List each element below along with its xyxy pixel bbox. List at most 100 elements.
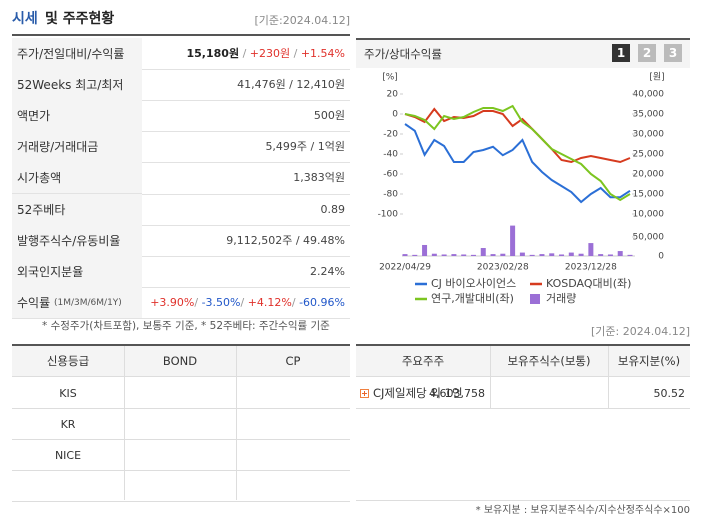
volume-bar bbox=[559, 254, 565, 256]
value-part: 5,499주 / 1억원 bbox=[265, 140, 345, 154]
row-line bbox=[142, 69, 350, 71]
holder-pct: 50.52 bbox=[653, 387, 686, 400]
row-label: 52Weeks 최고/최저 bbox=[17, 78, 124, 93]
value-part: +1.54% bbox=[300, 47, 345, 60]
row-label: 액면가 bbox=[17, 109, 51, 124]
chart-head bbox=[356, 40, 690, 68]
holder-shares: 4,603,758 bbox=[429, 387, 485, 400]
value-part: 1,383억원 bbox=[293, 171, 345, 185]
date: [기준:2024.04.12] bbox=[254, 14, 350, 27]
volume-bar bbox=[568, 252, 574, 256]
y2-tick-label: 10,000 bbox=[633, 210, 665, 220]
title-rest: 및 주주현황 bbox=[45, 11, 115, 27]
row-label: 거래량/거래대금 bbox=[17, 140, 99, 155]
holders-header: 보유지분(%) bbox=[617, 354, 681, 368]
y-tick-label: 20 bbox=[387, 90, 399, 100]
value-part: +4.12% bbox=[247, 295, 292, 309]
y2-tick-label: 35,000 bbox=[633, 110, 665, 120]
credit-header: CP bbox=[285, 354, 301, 368]
series-line bbox=[404, 104, 631, 202]
volume-bar bbox=[470, 254, 476, 256]
value-part: -60.96% bbox=[299, 295, 345, 309]
row-line bbox=[142, 131, 350, 133]
volume-bar bbox=[412, 254, 418, 256]
volume-bar bbox=[617, 251, 623, 256]
volume-bar bbox=[480, 248, 486, 256]
label-cell bbox=[12, 100, 142, 133]
y-tick-label: -80 bbox=[383, 190, 398, 200]
x-tick-label: 2023/02/28 bbox=[477, 263, 529, 273]
volume-tick-label: 50,000 bbox=[633, 233, 665, 243]
series-line bbox=[404, 123, 631, 204]
y-tick-label: -60 bbox=[383, 170, 398, 180]
y-unit: [%] bbox=[382, 73, 398, 83]
label-cell bbox=[12, 69, 142, 102]
volume-bar bbox=[461, 254, 467, 256]
volume-bar bbox=[588, 243, 594, 256]
row-value: 5,499주 / 1억원 bbox=[265, 141, 345, 152]
row-value: 15,180원 / +230원 / +1.54% bbox=[187, 48, 346, 59]
row-line bbox=[142, 100, 350, 102]
y2-tick-label: 20,000 bbox=[633, 170, 665, 180]
x-tick-label: 2022/04/29 bbox=[379, 263, 431, 273]
value-part: 41,476원 / 12,410원 bbox=[237, 78, 345, 92]
value-part: +230원 bbox=[249, 47, 291, 60]
value-part: -3.50% bbox=[201, 295, 241, 309]
value-part: 0.89 bbox=[320, 202, 346, 216]
value-part: / bbox=[194, 295, 202, 309]
volume-bar bbox=[422, 244, 428, 256]
chart-title: 주가/상대수익률 bbox=[364, 47, 442, 61]
row-label: 52주베타 bbox=[17, 202, 66, 217]
row-value: 41,476원 / 12,410원 bbox=[237, 79, 345, 90]
value-part: 15,180원 bbox=[186, 47, 240, 60]
row-line bbox=[356, 408, 690, 409]
row-label: 주가/전일대비/수익률 bbox=[17, 47, 125, 61]
row-value: 0.89 bbox=[321, 204, 346, 215]
y-tick-label: -40 bbox=[383, 150, 398, 160]
footnote: * 보유지분 : 보유지분주식수/지수산정주식수×100 bbox=[475, 505, 690, 516]
value-part: +3.90% bbox=[150, 295, 195, 309]
row-value: +3.90%/ -3.50%/ +4.12%/ -60.96% bbox=[150, 297, 345, 308]
chart-panel bbox=[356, 38, 690, 318]
holders-header: 보유주식수(보통) bbox=[507, 354, 591, 368]
credit-cell: KIS bbox=[59, 387, 77, 400]
row-value: 500원 bbox=[314, 110, 345, 121]
tab-button[interactable]: 2 bbox=[638, 44, 656, 62]
plus-icon[interactable] bbox=[360, 389, 369, 398]
value-part: 2.24% bbox=[310, 264, 345, 278]
tab-button[interactable]: 1 bbox=[612, 44, 630, 62]
row-value: 2.24% bbox=[310, 266, 345, 277]
row-value: 1,383억원 bbox=[293, 172, 345, 183]
note: * 수정주가(차트포함), 보통주 기준, * 52주베타: 주간수익률 기준 bbox=[42, 320, 330, 332]
volume-bar bbox=[510, 225, 516, 256]
volume-bar bbox=[539, 254, 545, 256]
volume-bar bbox=[402, 254, 408, 256]
credit-cell: KR bbox=[60, 418, 76, 431]
volume-bar bbox=[549, 253, 555, 256]
row-line bbox=[142, 317, 350, 319]
volume-bar bbox=[598, 254, 604, 256]
legend-label: 거래량 bbox=[546, 292, 576, 305]
credit-cell: NICE bbox=[54, 449, 82, 462]
value-part: / bbox=[290, 47, 301, 60]
label-cell bbox=[12, 38, 142, 71]
row-line bbox=[12, 501, 350, 502]
col-line bbox=[490, 346, 491, 408]
volume-bar bbox=[500, 253, 506, 256]
volume-bar bbox=[578, 253, 584, 256]
credit-header: BOND bbox=[162, 354, 198, 368]
holder-name: CJ제일제당 외 1인 bbox=[373, 386, 463, 400]
holders-rule bbox=[356, 344, 690, 346]
row-line bbox=[142, 286, 350, 288]
value-part: 9,112,502주 / 49.48% bbox=[226, 233, 345, 247]
value-part: / bbox=[239, 47, 250, 60]
y-tick-label: 0 bbox=[392, 110, 398, 120]
title-main: 시세 bbox=[12, 11, 38, 27]
tab-button[interactable]: 3 bbox=[664, 44, 682, 62]
legend-label: CJ 바이오사이언스 bbox=[431, 277, 516, 290]
col-line bbox=[236, 346, 237, 500]
volume-bar bbox=[431, 253, 437, 256]
volume-bar bbox=[529, 254, 535, 256]
date2: [기준: 2024.04.12] bbox=[590, 325, 690, 338]
